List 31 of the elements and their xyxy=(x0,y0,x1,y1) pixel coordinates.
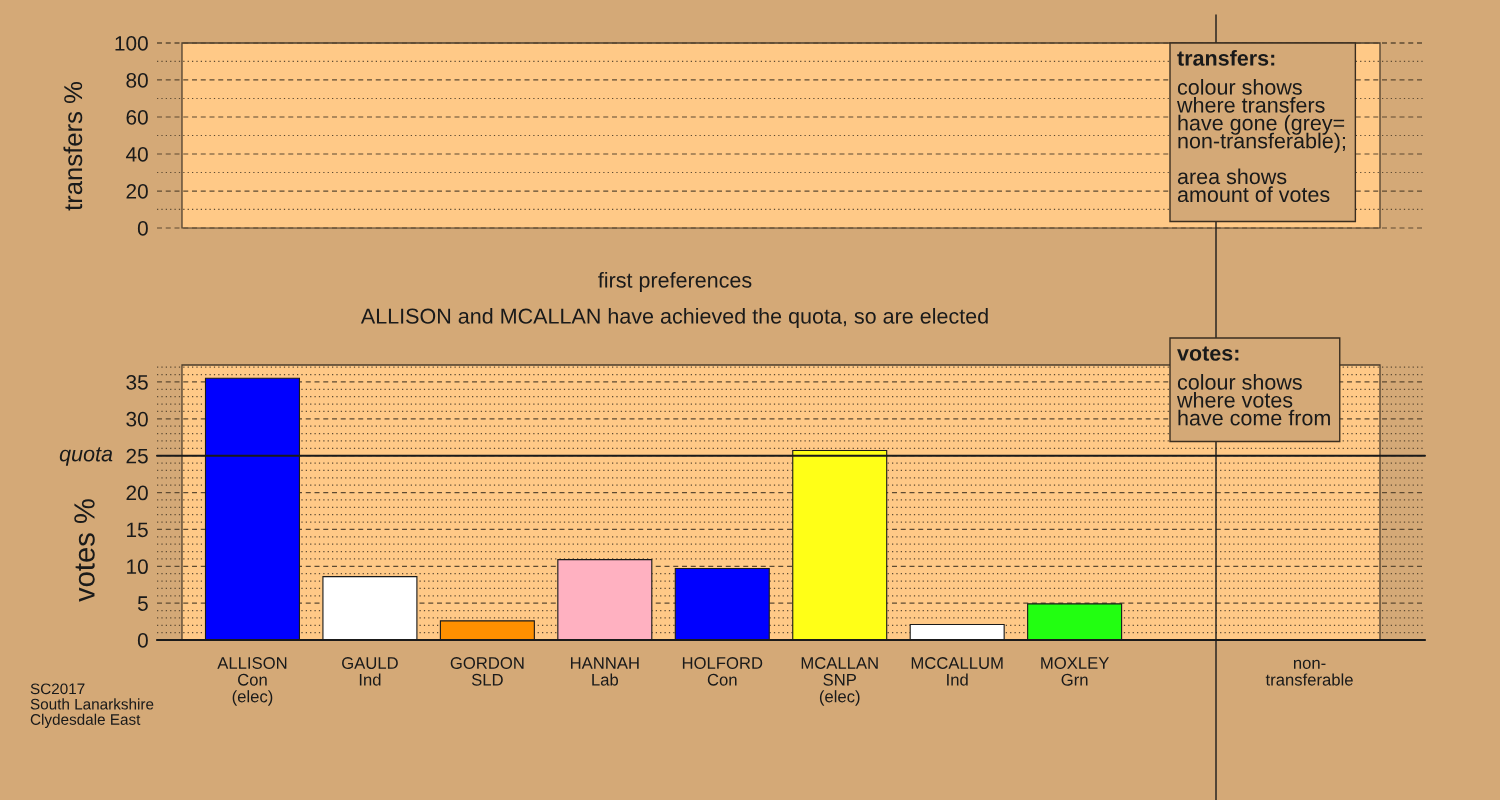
annotation: votes: colour shows where votes have come from xyxy=(1176,346,1330,426)
y-axis-title: votes % xyxy=(74,499,95,602)
y-tick-label: 0 xyxy=(137,221,148,236)
y-tick-label: 5 xyxy=(137,596,148,611)
y-tick-label: 25 xyxy=(126,448,148,464)
x-tick-label: ALLISON Con (elec) xyxy=(217,657,287,706)
y-tick-label: 100 xyxy=(115,36,148,51)
x-tick-label: GORDON SLD xyxy=(450,657,524,686)
y-tick-label: 80 xyxy=(126,73,148,88)
ref-line-label: quota xyxy=(59,447,113,466)
y-tick-label: 60 xyxy=(126,110,148,125)
x-tick-label: MCCALLUM Ind xyxy=(911,657,1003,686)
text: SC2017 South Lanarkshire Clydesdale East xyxy=(30,683,154,728)
x-tick-label: HANNAH Lab xyxy=(571,657,639,686)
x-tick-label: GAULD Ind xyxy=(342,657,398,686)
chart-title: first preferences xyxy=(598,271,752,293)
y-tick-label: 20 xyxy=(126,184,148,199)
annotation: transfers: colour shows where transfers have gone (grey= non-transferable); area shows amount of votes xyxy=(1176,50,1345,203)
x-tick-label: MCALLAN SNP (elec) xyxy=(801,657,878,706)
y-tick-label: 30 xyxy=(126,411,148,427)
y-tick-label: 20 xyxy=(126,485,148,501)
chart-subtitle: ALLISON and MCALLAN have achieved the quota, so are elected xyxy=(360,307,988,329)
x-tick-label: HOLFORD Con xyxy=(682,657,763,686)
y-tick-label: 10 xyxy=(127,559,148,575)
y-tick-label: 0 xyxy=(137,633,148,648)
x-tick-label: MOXLEY Grn xyxy=(1041,657,1109,686)
y-axis-title: transfers % xyxy=(63,81,83,211)
y-tick-label: 40 xyxy=(125,147,148,162)
x-tick-label: non- transferable xyxy=(1265,659,1353,686)
y-tick-label: 35 xyxy=(126,374,148,390)
y-tick-label: 15 xyxy=(127,522,148,538)
